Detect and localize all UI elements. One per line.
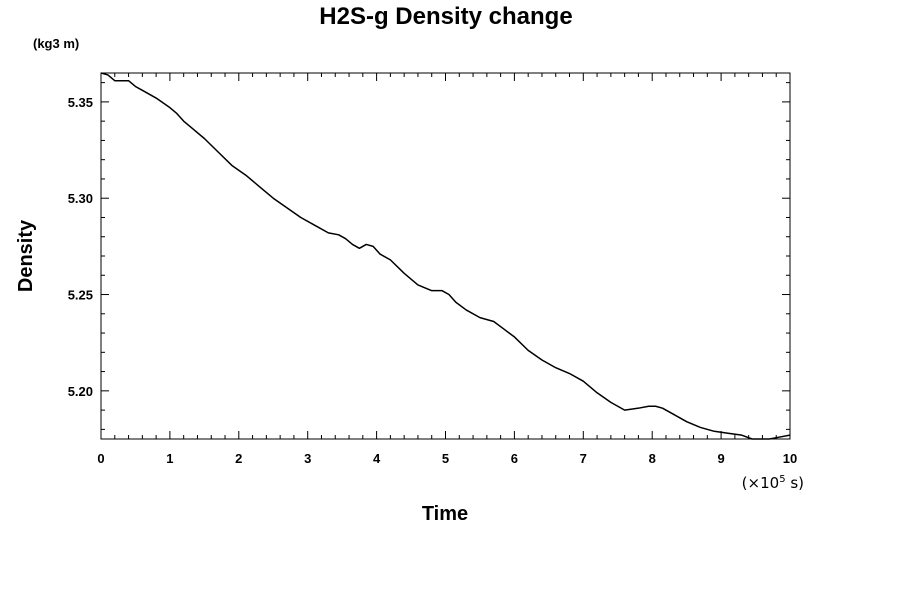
x-tick-label: 9 [717,451,724,466]
x-tick-label: 8 [649,451,656,466]
chart-title: H2S-g Density change [319,3,572,30]
series-layer [100,72,791,440]
x-tick-label: 0 [97,451,104,466]
y-tick-label: 5.25 [68,288,93,303]
y-tick-labels: 5.20 5.25 5.30 5.35 [68,95,93,399]
y-axis-title: Density [15,219,37,292]
x-tick-label: 5 [442,451,449,466]
x-tick-label: 7 [580,451,587,466]
x-tick-labels: 0 1 2 3 4 5 6 7 8 9 10 [97,451,797,466]
y-unit-label: (kg3 m) [33,36,79,51]
x-axis-title: Time [422,503,468,525]
density-series-line [100,72,791,440]
plot-frame [100,72,791,440]
x-tick-label: 1 [166,451,173,466]
axis-ticks [100,73,791,439]
x-scale-suffix: s) [786,474,804,492]
x-scale-note: (×105 s) [742,474,804,492]
x-tick-label: 3 [304,451,311,466]
x-scale-exponent: 5 [779,474,785,485]
x-tick-label: 10 [783,451,797,466]
x-tick-label: 2 [235,451,242,466]
x-scale-prefix: (×10 [742,474,780,492]
y-tick-label: 5.30 [68,191,93,206]
x-tick-label: 6 [511,451,518,466]
y-tick-label: 5.20 [68,384,93,399]
y-tick-label: 5.35 [68,95,93,110]
x-tick-label: 4 [373,451,381,466]
